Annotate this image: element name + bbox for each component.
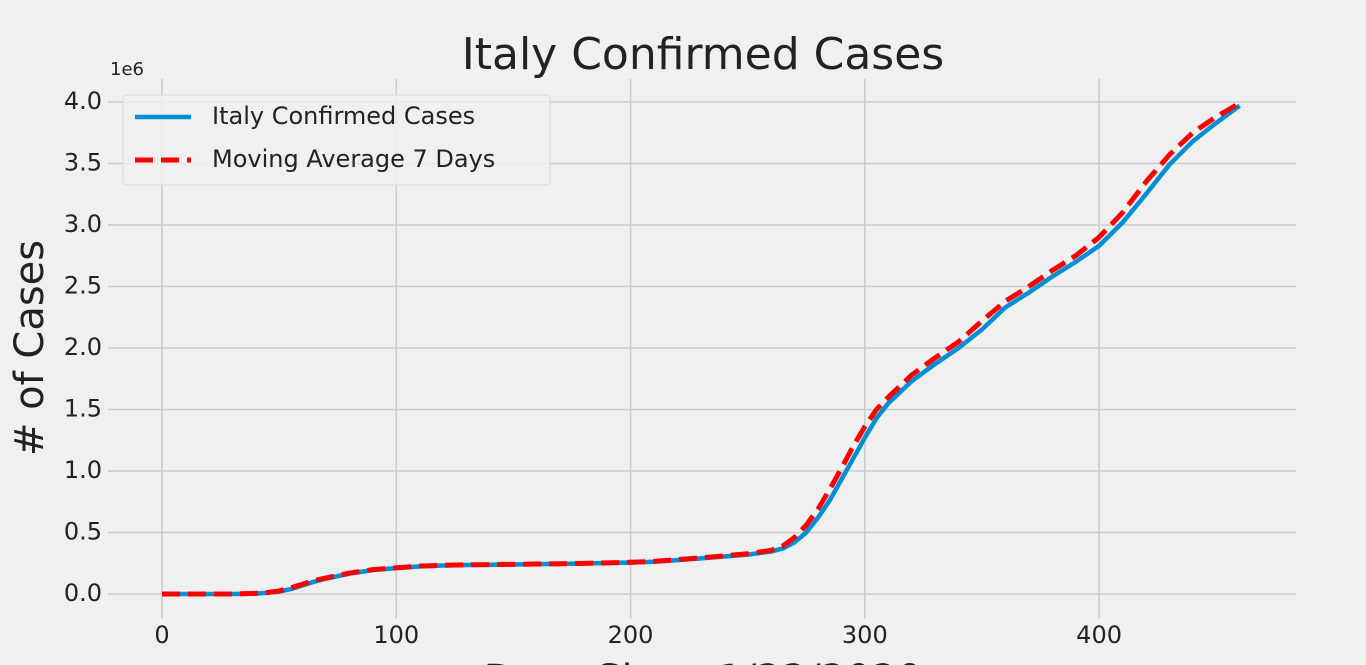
series-line [162, 101, 1241, 597]
x-tick-label: 400 [1076, 621, 1122, 649]
legend: Italy Confirmed Cases Moving Average 7 Da… [122, 94, 551, 186]
x-tick-label: 200 [608, 621, 654, 649]
x-tick-label: 300 [842, 621, 888, 649]
legend-box [122, 94, 551, 186]
y-tick-label: 3.5 [64, 148, 102, 176]
y-tick-label: 1.0 [64, 456, 102, 484]
plot-area [162, 101, 1241, 597]
y-tick-label: 3.0 [64, 210, 102, 238]
y-tick-label: 0.0 [64, 579, 102, 607]
series-line [162, 103, 1241, 597]
y-tick-label: 0.5 [64, 517, 102, 545]
x-tick-label: 100 [373, 621, 419, 649]
y-offset-label: 1e6 [110, 59, 144, 80]
x-axis-label: Days Since 1/22/2020 [484, 657, 923, 665]
y-tick-label: 4.0 [64, 87, 102, 115]
y-axis-label: # of Cases [7, 240, 53, 456]
y-tick-label: 2.5 [64, 271, 102, 299]
grid: 0.0 0.5 1.0 1.5 2.0 2.5 3.0 3.5 4.0 0 100 200 300 400 [64, 78, 1296, 649]
legend-label: Moving Average 7 Days [212, 145, 495, 173]
chart-title: Italy Confirmed Cases [462, 29, 944, 80]
x-tick-label: 0 [154, 621, 169, 649]
legend-label: Italy Confirmed Cases [212, 102, 475, 130]
y-tick-label: 2.0 [64, 333, 102, 361]
y-tick-label: 1.5 [64, 394, 102, 422]
